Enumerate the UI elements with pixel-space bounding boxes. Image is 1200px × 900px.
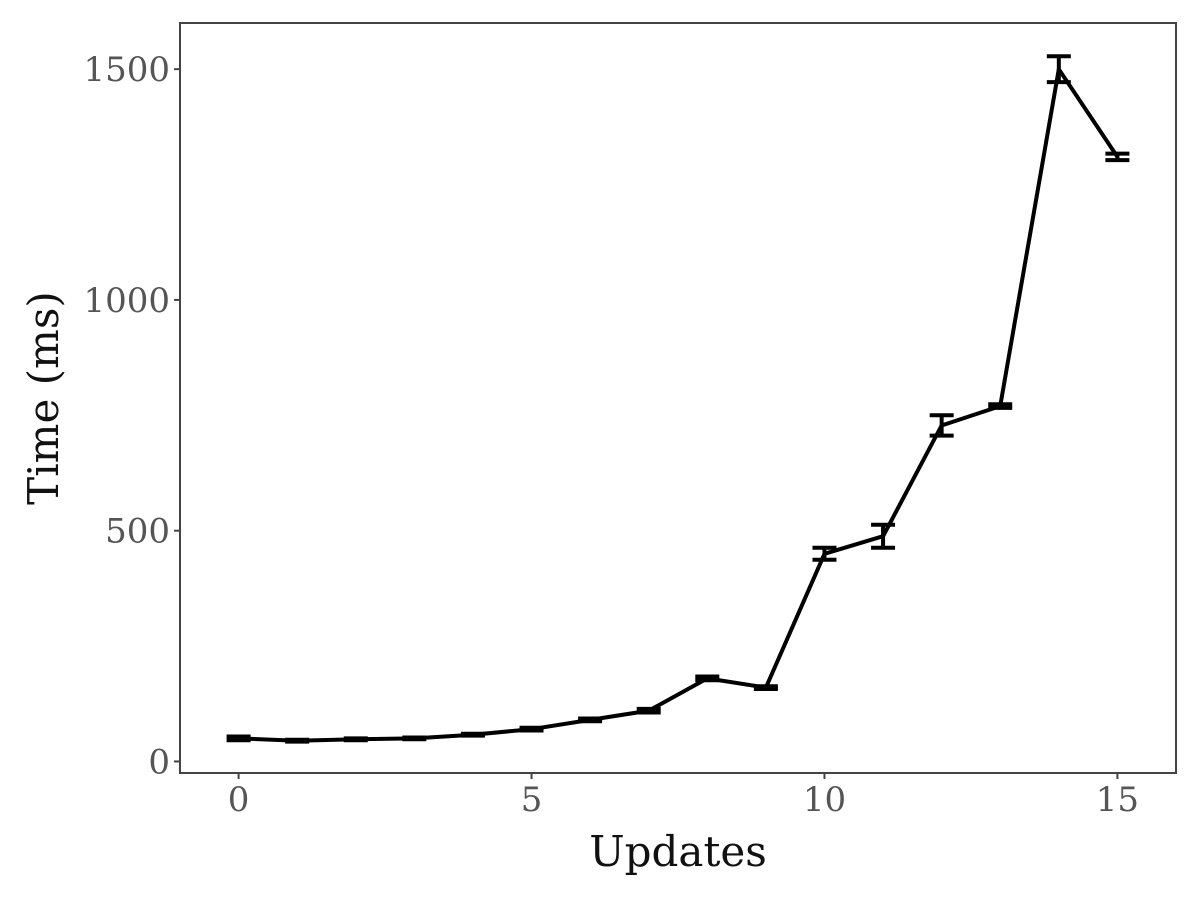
x-tick-label: 5 [521,780,543,820]
y-tick-label: 1000 [83,281,170,321]
x-axis: 0 5 10 15 [228,773,1139,820]
y-tick-label: 1500 [83,50,170,90]
x-tick-label: 10 [803,780,846,820]
y-tick-label: 500 [105,512,170,552]
y-tick-label: 0 [148,742,170,782]
error-bars [226,54,1130,744]
x-tick-label: 15 [1096,780,1139,820]
y-axis-title: Time (ms) [19,291,68,505]
x-axis-title: Updates [589,827,767,876]
y-axis: 0 500 1000 1500 [83,50,180,782]
x-tick-label: 0 [228,780,250,820]
series-line [238,67,1120,743]
plot-frame [179,22,1177,774]
